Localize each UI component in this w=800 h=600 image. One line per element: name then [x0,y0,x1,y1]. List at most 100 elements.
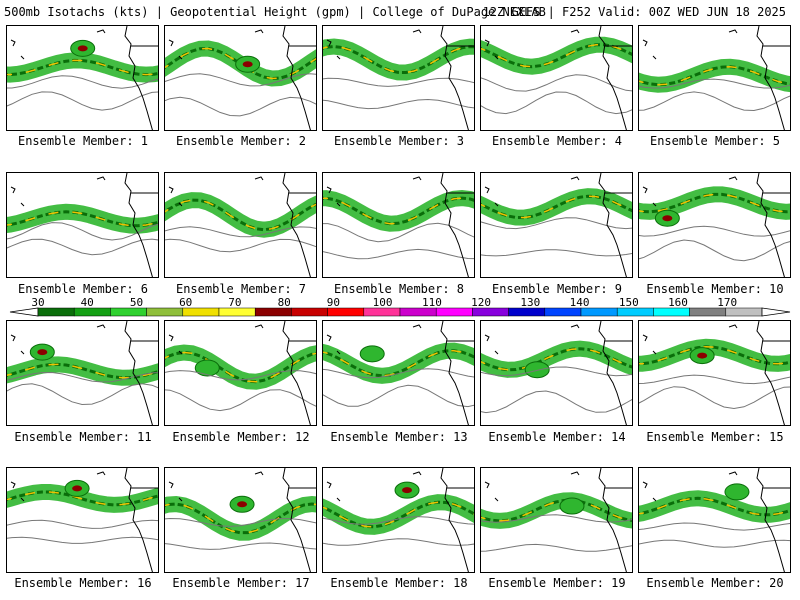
isotach-map-graphic [639,321,790,425]
coastline [124,26,153,130]
colorbar-swatch [146,307,184,317]
height-contour [165,73,316,87]
jet-core [7,491,158,506]
colorbar-tick-label: 30 [31,296,44,309]
colorbar-swatch [544,307,582,317]
coastline [124,173,153,277]
ensemble-member-map [480,467,633,573]
coastline [484,471,580,502]
wind-maximum [359,345,385,363]
height-contour [323,384,474,408]
coastline [598,321,627,425]
panel-label: Ensemble Member: 14 [488,430,626,444]
jet-core [165,199,316,231]
jet-core [323,349,474,377]
coastline [10,471,106,502]
isotach-map-graphic [323,26,474,130]
height-contour [7,238,158,256]
panel-label: Ensemble Member: 7 [175,282,307,296]
coastline [756,26,785,130]
jet-band-inner [639,192,790,214]
coastline [440,321,469,425]
height-contour [7,222,158,241]
wind-core [237,501,248,508]
jet-core [7,59,158,76]
map-header: 500mb Isotachs (kts) | Geopotential Heig… [0,0,800,24]
colorbar-tick-label: 90 [327,296,340,309]
ensemble-member-map [480,25,633,131]
isotach-map-graphic [7,173,158,277]
height-contour [481,390,632,414]
panel-label: Ensemble Member: 13 [330,430,468,444]
coastline [484,29,580,60]
ensemble-member-map [6,467,159,573]
colorbar-swatch [653,307,690,317]
wind-core [662,215,673,222]
height-contour [323,222,474,243]
coastline [484,324,580,355]
isotach-map-graphic [481,468,632,572]
colorbar-tick-label: 40 [81,296,94,309]
wind-core [77,45,88,52]
coastline [282,321,311,425]
panel-label: Ensemble Member: 19 [488,576,626,590]
ensemble-member-map [322,172,475,278]
height-contour [323,248,474,260]
ensemble-member-map [322,320,475,426]
coastline [440,173,469,277]
isotach-map-graphic [165,468,316,572]
ensemble-member-map [164,25,317,131]
height-contour [323,516,474,525]
header-title: 500mb Isotachs (kts) | Geopotential Heig… [4,5,546,19]
colorbar-swatch [37,307,75,317]
coastline [168,324,264,355]
panel-label: Ensemble Member: 5 [649,134,781,148]
panel-label: Ensemble Member: 8 [333,282,465,296]
height-contour [7,75,158,89]
jet-core [323,197,474,225]
coastline [598,468,627,572]
isotach-map-graphic [481,26,632,130]
isotach-colorbar: 30 40 50 60 70 80 90 100 110 120 130 140 150 160 170 [9,296,791,317]
jet-core [323,501,474,528]
panel-label: Ensemble Member: 15 [646,430,784,444]
wind-core [72,485,83,492]
coastline [756,173,785,277]
ensemble-member-map [164,320,317,426]
height-contour [639,374,790,385]
colorbar-swatch [327,307,365,317]
panel-label: Ensemble Member: 20 [646,576,784,590]
colorbar-swatch [616,307,654,317]
height-contour [639,91,790,112]
isotach-map-graphic [639,26,790,130]
coastline [168,471,264,502]
colorbar-tick-label: 50 [130,296,143,309]
jet-core [323,45,474,74]
jet-band-outer [323,190,474,232]
colorbar-swatch [218,307,256,317]
ensemble-member-map [322,25,475,131]
coastline [326,324,422,355]
jet-core [639,193,790,213]
wind-maximum [194,359,220,377]
panel-label: Ensemble Member: 11 [14,430,152,444]
coastline [440,468,469,572]
coastline [642,324,738,355]
coastline [484,176,580,207]
jet-core [165,47,316,80]
height-contour [165,370,316,381]
panel-label: Ensemble Member: 2 [175,134,307,148]
height-contour [481,91,632,115]
wind-maximum [724,483,750,501]
colorbar-swatch [472,307,509,317]
height-contour [639,225,790,237]
wind-core [402,487,413,494]
colorbar-swatch [110,307,147,317]
panel-label: Ensemble Member: 16 [14,576,152,590]
colorbar-swatch [73,307,111,317]
height-contour [481,217,632,230]
height-contour [481,366,632,377]
height-contour [323,538,474,546]
colorbar-left-arrow [9,307,39,317]
jet-core [165,503,316,534]
